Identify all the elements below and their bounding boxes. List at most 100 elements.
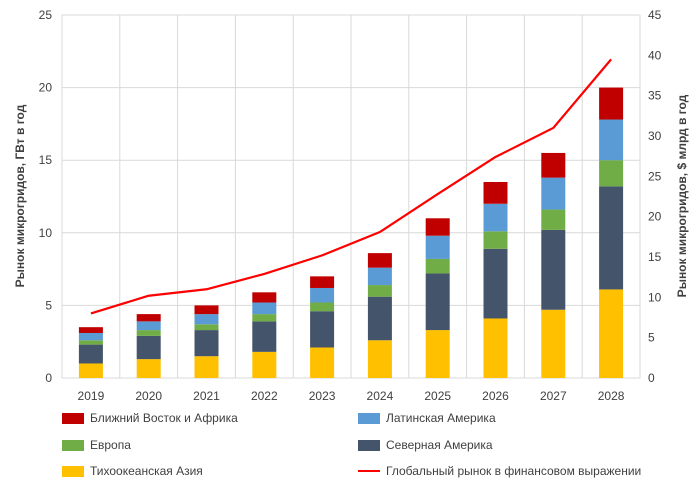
legend-label: Тихоокеанская Азия	[90, 464, 203, 478]
bar-segment	[483, 231, 508, 249]
bar-segment	[425, 258, 450, 274]
legend-line	[358, 470, 380, 472]
bar-segment	[194, 324, 219, 331]
y-tick-right: 15	[648, 250, 662, 264]
y-tick-left: 25	[39, 8, 53, 22]
bar-segment	[194, 305, 219, 315]
bar-segment	[367, 296, 392, 341]
bar-segment	[136, 335, 161, 360]
x-axis-ticks: 2019 2020 2021 2022 2023 2024 2025 2026 2027 2028	[78, 389, 625, 403]
bar-segment	[425, 218, 450, 236]
bar-segment	[252, 292, 277, 303]
legend: Ближний Восток и Африка Латинская Америк…	[62, 408, 662, 488]
x-tick: 2022	[251, 389, 278, 403]
y-tick-right: 45	[648, 8, 662, 22]
bar-segment	[599, 289, 624, 378]
bar-segment	[194, 356, 219, 378]
bar-segment	[367, 253, 392, 268]
y-axis-left-ticks: 0 5 10 15 20 25	[39, 8, 53, 385]
legend-label: Северная Америка	[386, 438, 493, 452]
legend-swatch	[62, 439, 84, 451]
y-tick-right: 20	[648, 210, 662, 224]
bar-segment	[541, 152, 566, 178]
bar-segment	[78, 332, 103, 341]
y-tick-right: 30	[648, 129, 662, 143]
bar-segment	[541, 309, 566, 378]
legend-item-global-market: Глобальный рынок в финансовом выражении	[358, 461, 641, 481]
line-global-market	[90, 58, 612, 315]
x-gridlines	[119, 15, 583, 378]
bar-segment	[310, 302, 335, 312]
bar-segment	[252, 314, 277, 322]
bar-segment	[78, 363, 103, 378]
bars	[78, 87, 624, 378]
y-axis-right-ticks: 0 5 10 15 20 25 30 35 40 45	[648, 8, 662, 385]
bar-segment	[310, 347, 335, 378]
y-axis-left-title: Рынок микрогридов, ГВт в год	[13, 104, 27, 287]
bar-segment	[310, 276, 335, 288]
bar-segment	[78, 340, 103, 345]
x-tick: 2020	[135, 389, 162, 403]
bar-segment	[483, 181, 508, 204]
bar-segment	[252, 302, 277, 315]
x-tick: 2025	[424, 389, 451, 403]
legend-item-north-america: Северная Америка	[358, 435, 493, 455]
bar-segment	[78, 344, 103, 364]
bar-segment	[483, 203, 508, 232]
legend-label: Латинская Америка	[386, 411, 496, 425]
y-tick-right: 25	[648, 169, 662, 183]
legend-item-asia-pacific: Тихоокеанская Азия	[62, 461, 203, 481]
y-tick-right: 35	[648, 89, 662, 103]
legend-swatch	[62, 412, 84, 424]
legend-label: Глобальный рынок в финансовом выражении	[386, 464, 642, 478]
x-tick: 2028	[598, 389, 625, 403]
x-tick: 2027	[540, 389, 567, 403]
bar-segment	[194, 314, 219, 325]
legend-label: Европа	[90, 438, 131, 452]
bar-segment	[252, 351, 277, 378]
legend-item-europe: Европа	[62, 435, 131, 455]
y-tick-left: 5	[45, 298, 52, 312]
bar-segment	[310, 287, 335, 303]
y-tick-right: 0	[648, 371, 655, 385]
bar-segment	[541, 177, 566, 210]
bar-segment	[136, 330, 161, 336]
x-tick: 2021	[193, 389, 220, 403]
bar-segment	[425, 330, 450, 378]
bar-segment	[310, 311, 335, 348]
bar-segment	[599, 186, 624, 290]
y-tick-right: 40	[648, 48, 662, 62]
y-tick-right: 10	[648, 290, 662, 304]
bar-segment	[136, 321, 161, 331]
y-tick-right: 5	[648, 331, 655, 345]
y-tick-left: 20	[39, 81, 53, 95]
legend-item-latam: Латинская Америка	[358, 408, 496, 428]
bar-segment	[252, 321, 277, 352]
y-tick-left: 10	[39, 226, 53, 240]
bar-segment	[541, 209, 566, 230]
y-tick-left: 15	[39, 153, 53, 167]
bar-segment	[367, 285, 392, 297]
bar-segment	[483, 248, 508, 319]
x-tick: 2026	[482, 389, 509, 403]
legend-item-mea: Ближний Восток и Африка	[62, 408, 238, 428]
bar-segment	[599, 119, 624, 161]
legend-swatch	[62, 465, 84, 477]
legend-swatch	[358, 412, 380, 424]
bar-segment	[599, 160, 624, 187]
bar-segment	[136, 314, 161, 322]
bar-segment	[541, 229, 566, 310]
legend-label: Ближний Восток и Африка	[90, 411, 238, 425]
bar-segment	[425, 235, 450, 259]
bar-segment	[367, 267, 392, 286]
x-tick: 2024	[367, 389, 394, 403]
bar-segment	[78, 327, 103, 333]
x-tick: 2023	[309, 389, 336, 403]
bar-segment	[367, 340, 392, 378]
line-series	[90, 58, 612, 315]
y-tick-left: 0	[45, 371, 52, 385]
legend-swatch	[358, 439, 380, 451]
y-axis-right-title: Рынок микрогридов, $ млрд в год	[675, 94, 689, 297]
bar-segment	[483, 318, 508, 378]
